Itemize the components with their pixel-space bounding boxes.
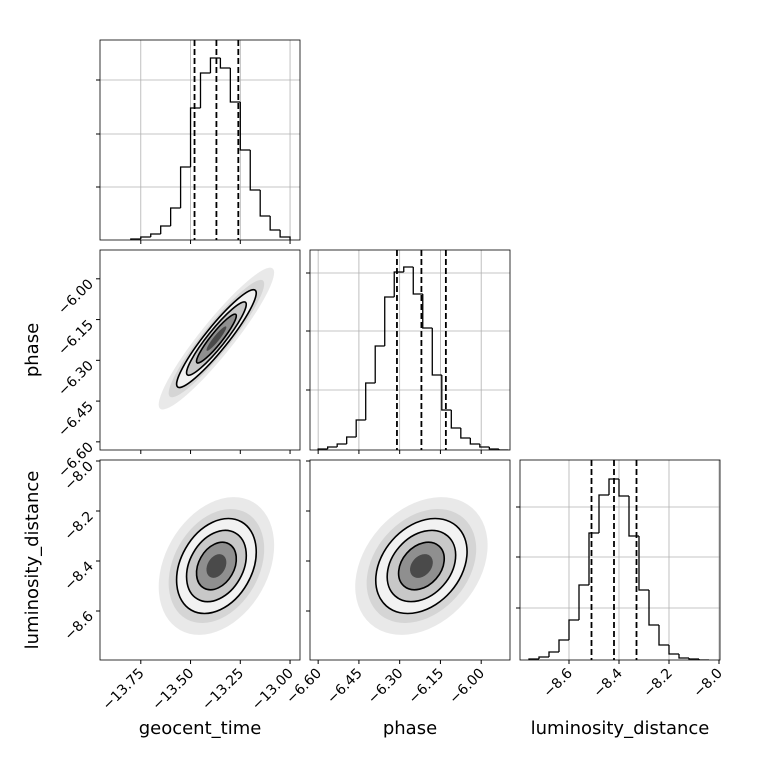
histogram-step (422, 294, 433, 329)
histogram-step (538, 656, 549, 659)
histogram-step (229, 68, 241, 103)
histogram-step (450, 410, 461, 429)
histogram-step (548, 651, 559, 657)
histogram-step (374, 345, 385, 383)
contour (206, 554, 227, 578)
histogram-step (199, 72, 211, 108)
histogram-step (279, 230, 291, 240)
histogram-step (498, 449, 509, 450)
panel (158, 267, 275, 410)
histogram-step (668, 645, 679, 655)
histogram-step (648, 590, 659, 626)
x-axis-label: luminosity_distance (531, 718, 710, 739)
panel (158, 497, 275, 635)
histogram-step (469, 438, 480, 445)
histogram-step (588, 532, 599, 585)
histogram-step (327, 446, 338, 449)
histogram-step (160, 225, 171, 234)
histogram-step (578, 584, 589, 620)
panel-frame (309, 459, 511, 661)
panel-frame (519, 459, 721, 661)
y-axis-label: phase (22, 323, 43, 377)
panel (100, 40, 300, 240)
histogram-step (239, 102, 251, 151)
histogram-step (678, 654, 689, 659)
histogram-step (393, 271, 404, 297)
histogram-step (618, 479, 629, 497)
histogram-step (608, 478, 619, 495)
histogram-step (688, 658, 699, 660)
histogram-step (346, 436, 357, 444)
histogram-step (355, 419, 366, 437)
histogram-step (558, 639, 569, 652)
panel-frame (309, 249, 511, 451)
panel-frame (99, 39, 301, 241)
contour (206, 326, 227, 351)
histogram-step (638, 536, 649, 591)
histogram-step (441, 375, 452, 411)
histogram-step (169, 207, 181, 226)
panel (310, 250, 510, 450)
histogram-step (249, 150, 261, 191)
histogram-step (598, 494, 609, 533)
contour (410, 554, 433, 578)
histogram-step (403, 266, 414, 272)
x-axis-label: phase (383, 718, 437, 739)
histogram-step (269, 216, 281, 231)
histogram-step (568, 619, 579, 640)
histogram-step (179, 166, 191, 208)
histogram-step (259, 190, 271, 217)
panel (520, 460, 720, 660)
histogram-step (336, 443, 347, 447)
histogram-step (189, 107, 201, 167)
histogram-step (431, 328, 442, 376)
histogram-step (412, 267, 423, 295)
panel-frame (99, 459, 301, 661)
panel-frame (99, 249, 301, 451)
histogram-step (488, 447, 499, 450)
panel (355, 497, 488, 635)
histogram-step (658, 625, 669, 646)
x-axis-label: geocent_time (139, 718, 262, 739)
histogram-step (150, 233, 161, 237)
histogram-step (140, 236, 151, 239)
y-axis-label: luminosity_distance (22, 471, 43, 650)
histogram-step (384, 296, 395, 346)
histogram-step (479, 444, 490, 448)
histogram-step (219, 58, 231, 69)
histogram-step (365, 382, 376, 420)
histogram-step (460, 428, 471, 439)
histogram-step (698, 659, 709, 660)
